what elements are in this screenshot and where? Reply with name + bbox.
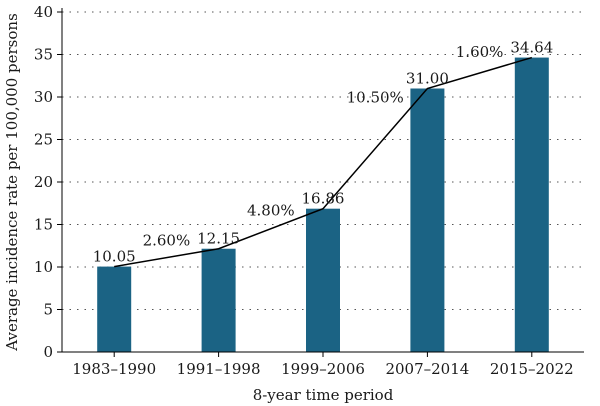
y-tick-label: 40	[34, 3, 53, 21]
y-tick-label: 0	[43, 343, 53, 361]
axes	[57, 8, 584, 357]
y-axis-label: Average incidence rate per 100,000 perso…	[3, 13, 21, 352]
x-tick-label: 2015–2022	[490, 360, 574, 378]
percent-change-label: 4.80%	[247, 202, 295, 220]
percent-change-label: 1.60%	[456, 43, 504, 61]
value-label: 16.86	[302, 190, 345, 208]
value-label: 31.00	[406, 70, 449, 88]
bar	[97, 266, 132, 352]
y-tick-label: 10	[34, 258, 53, 276]
gridlines	[62, 11, 584, 310]
trend-line-group	[114, 56, 533, 268]
value-label: 10.05	[93, 248, 136, 266]
x-tick-label: 1991–1998	[177, 360, 261, 378]
x-tick-label: 1983–1990	[72, 360, 156, 378]
percent-change-labels: 2.60% 4.80% 10.50% 1.60%	[143, 43, 504, 250]
value-label: 12.15	[197, 230, 240, 248]
y-tick-label: 35	[34, 46, 53, 64]
value-label: 34.64	[510, 39, 553, 57]
value-labels: 10.05 12.15 16.86 31.00 34.64	[93, 39, 554, 266]
bar	[410, 88, 445, 352]
x-axis-label: 8-year time period	[253, 386, 394, 404]
trend-line	[114, 56, 533, 268]
bar	[201, 248, 236, 352]
x-tick-label: 1999–2006	[281, 360, 365, 378]
percent-change-label: 2.60%	[143, 232, 191, 250]
y-tick-label: 25	[34, 131, 53, 149]
bar	[514, 57, 549, 353]
bars	[97, 57, 549, 353]
y-tick-label: 15	[34, 216, 53, 234]
y-tick-label: 20	[34, 173, 53, 191]
y-tick-label: 5	[43, 301, 53, 319]
bar	[306, 208, 340, 352]
percent-change-label: 10.50%	[347, 89, 404, 107]
x-tick-label: 2007–2014	[385, 360, 469, 378]
x-tick-labels: 1983–1990 1991–1998 1999–2006 2007–2014 2015…	[72, 360, 573, 378]
y-tick-label: 30	[34, 88, 53, 106]
y-tick-labels: 0 5 10 15 20 25 30 35 40	[34, 3, 53, 361]
